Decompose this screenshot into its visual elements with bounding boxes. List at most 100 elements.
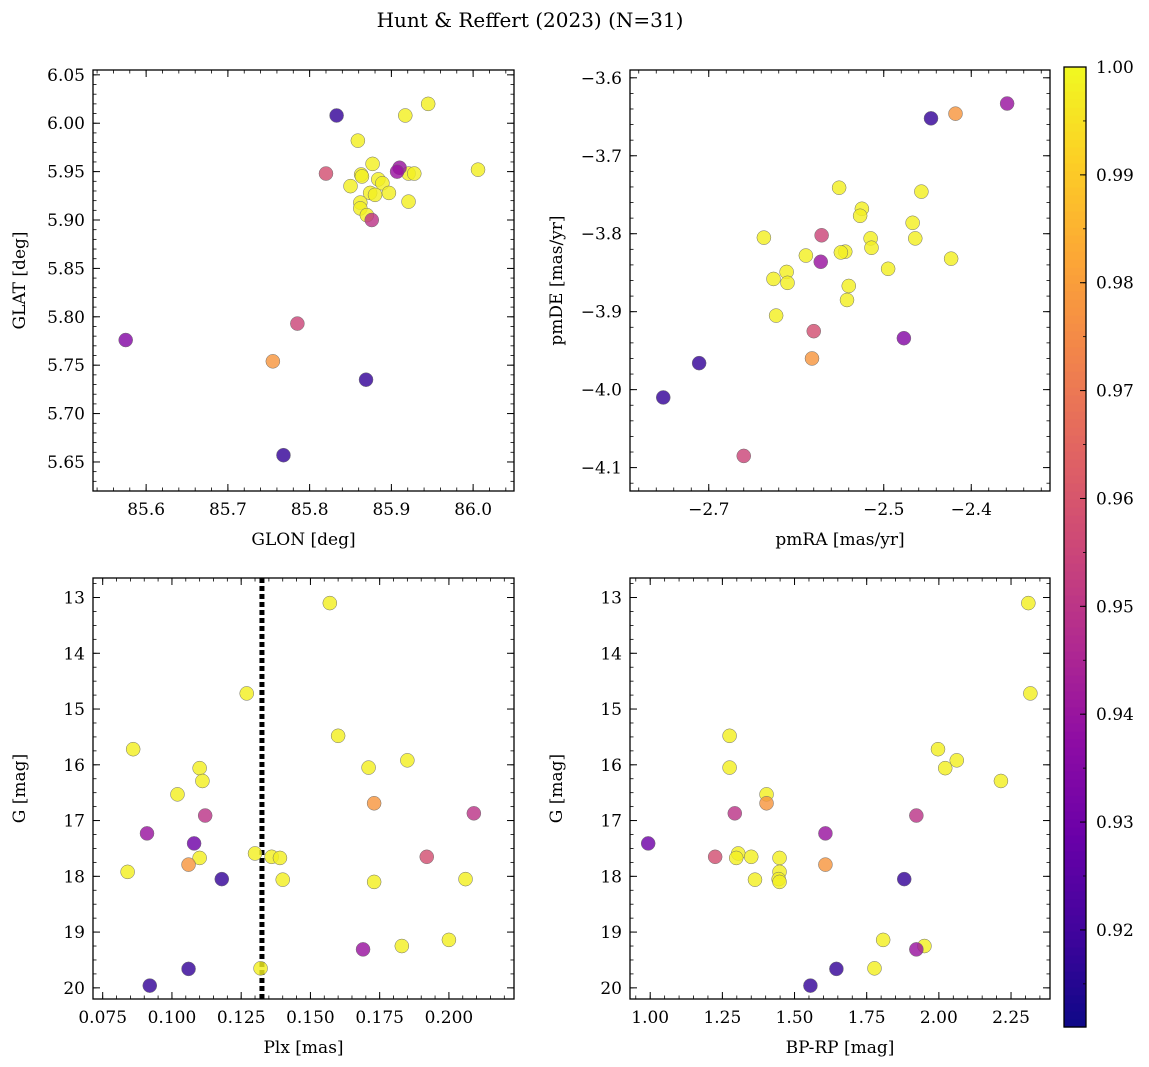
data-point xyxy=(707,849,723,865)
colorbar-segment xyxy=(1064,235,1086,244)
data-point xyxy=(354,169,370,184)
y-tick-label: 20 xyxy=(63,979,85,999)
y-tick-label: 5.95 xyxy=(47,163,85,183)
colorbar-tick-label: 1.00 xyxy=(1096,58,1134,78)
colorbar-segment xyxy=(1064,955,1086,964)
colorbar-segment xyxy=(1064,851,1086,860)
panel-1: 85.6 85.7 85.8 85.9 86.0 5.65 5.70 5.75 5.80 5.85… xyxy=(10,66,515,550)
data-point xyxy=(852,208,868,224)
data-point xyxy=(398,108,413,123)
x-tick-label: 1.25 xyxy=(703,1008,741,1028)
colorbar-segment xyxy=(1064,603,1086,612)
colorbar-segment xyxy=(1064,931,1086,940)
colorbar-segment xyxy=(1064,411,1086,420)
data-point xyxy=(466,806,482,821)
colorbar-segment xyxy=(1064,915,1086,924)
data-point xyxy=(728,850,744,866)
x-axis-label: pmRA [mas/yr] xyxy=(775,530,904,550)
y-tick-label: 6.05 xyxy=(47,66,85,86)
data-point xyxy=(839,292,855,308)
data-point xyxy=(905,215,920,231)
data-point xyxy=(125,741,141,757)
colorbar-segment xyxy=(1064,443,1086,452)
colorbar-segment xyxy=(1064,115,1086,124)
colorbar-segment xyxy=(1064,691,1086,700)
colorbar-segment xyxy=(1064,627,1086,636)
y-axis-label: GLAT [deg] xyxy=(10,231,30,329)
data-point xyxy=(1023,686,1038,701)
data-point xyxy=(139,826,155,841)
data-point xyxy=(743,849,759,865)
colorbar-segment xyxy=(1064,795,1086,804)
x-tick-label: 1.75 xyxy=(848,1008,886,1028)
colorbar-segment xyxy=(1064,307,1086,316)
colorbar-segment xyxy=(1064,155,1086,164)
axes-frame xyxy=(92,577,515,1000)
data-point xyxy=(366,874,382,890)
data-point xyxy=(831,180,847,195)
colorbar-segment xyxy=(1064,563,1086,572)
x-tick-label: 0.075 xyxy=(78,1008,127,1028)
y-tick-label: −3.7 xyxy=(581,147,622,167)
data-point xyxy=(814,228,829,243)
y-tick-label: −3.8 xyxy=(581,225,622,245)
data-point xyxy=(841,278,856,294)
data-point xyxy=(772,850,787,866)
colorbar-segment xyxy=(1064,715,1086,724)
colorbar-segment xyxy=(1064,987,1086,996)
colorbar-segment xyxy=(1064,1003,1086,1012)
y-tick-label: 18 xyxy=(63,867,85,887)
colorbar-segment xyxy=(1064,571,1086,580)
x-tick-label: 0.175 xyxy=(355,1008,404,1028)
colorbar-segment xyxy=(1064,179,1086,188)
colorbar-segment xyxy=(1064,131,1086,140)
colorbar-segment xyxy=(1064,259,1086,268)
colorbar-segment xyxy=(1064,291,1086,300)
colorbar-segment xyxy=(1064,979,1086,988)
colorbar-segment xyxy=(1064,755,1086,764)
colorbar-segment xyxy=(1064,939,1086,948)
data-point xyxy=(118,332,133,348)
y-tick-label: 13 xyxy=(600,589,622,609)
data-point xyxy=(275,872,290,887)
data-point xyxy=(747,872,763,887)
data-point xyxy=(247,846,263,861)
x-tick-label: 85.6 xyxy=(127,500,165,520)
data-point xyxy=(909,808,924,823)
x-tick-label: 0.200 xyxy=(425,1008,474,1028)
data-point xyxy=(943,251,959,266)
data-point xyxy=(365,156,380,172)
y-axis-label: pmDE [mas/yr] xyxy=(547,215,567,345)
panel-4: 1.00 1.25 1.50 1.75 2.00 2.25 13 14 15 16 17 18 19 20… xyxy=(547,577,1051,1058)
colorbar-frame xyxy=(1063,66,1087,1028)
data-point xyxy=(766,271,781,287)
colorbar-segment xyxy=(1064,211,1086,220)
data-point xyxy=(875,932,891,948)
data-point xyxy=(691,355,707,371)
colorbar-segment xyxy=(1064,419,1086,428)
x-tick-label: 0.100 xyxy=(148,1008,197,1028)
colorbar: 0.92 0.93 0.94 0.95 0.96 0.97 0.98 0.99 1.00 xyxy=(1063,58,1134,1028)
data-point xyxy=(381,185,397,201)
y-tick-label: 5.85 xyxy=(47,259,85,279)
data-point xyxy=(120,864,135,880)
y-tick-label: −3.6 xyxy=(581,69,622,89)
colorbar-segment xyxy=(1064,315,1086,324)
colorbar-segment xyxy=(1064,843,1086,852)
colorbar-segment xyxy=(1064,331,1086,340)
colorbar-segment xyxy=(1064,995,1086,1004)
colorbar-segment xyxy=(1064,675,1086,684)
colorbar-segment xyxy=(1064,107,1086,116)
colorbar-segment xyxy=(1064,947,1086,956)
data-point xyxy=(722,728,737,744)
panel-3: 0.075 0.100 0.125 0.150 0.175 0.200 13 14 15 16 17… xyxy=(10,577,515,1058)
colorbar-segment xyxy=(1064,203,1086,212)
data-point xyxy=(142,978,158,993)
data-point xyxy=(355,942,371,957)
data-point xyxy=(389,164,405,179)
colorbar-segment xyxy=(1064,267,1086,276)
colorbar-segment xyxy=(1064,387,1086,396)
y-tick-label: 14 xyxy=(63,644,85,664)
x-tick-label: 85.8 xyxy=(291,500,329,520)
